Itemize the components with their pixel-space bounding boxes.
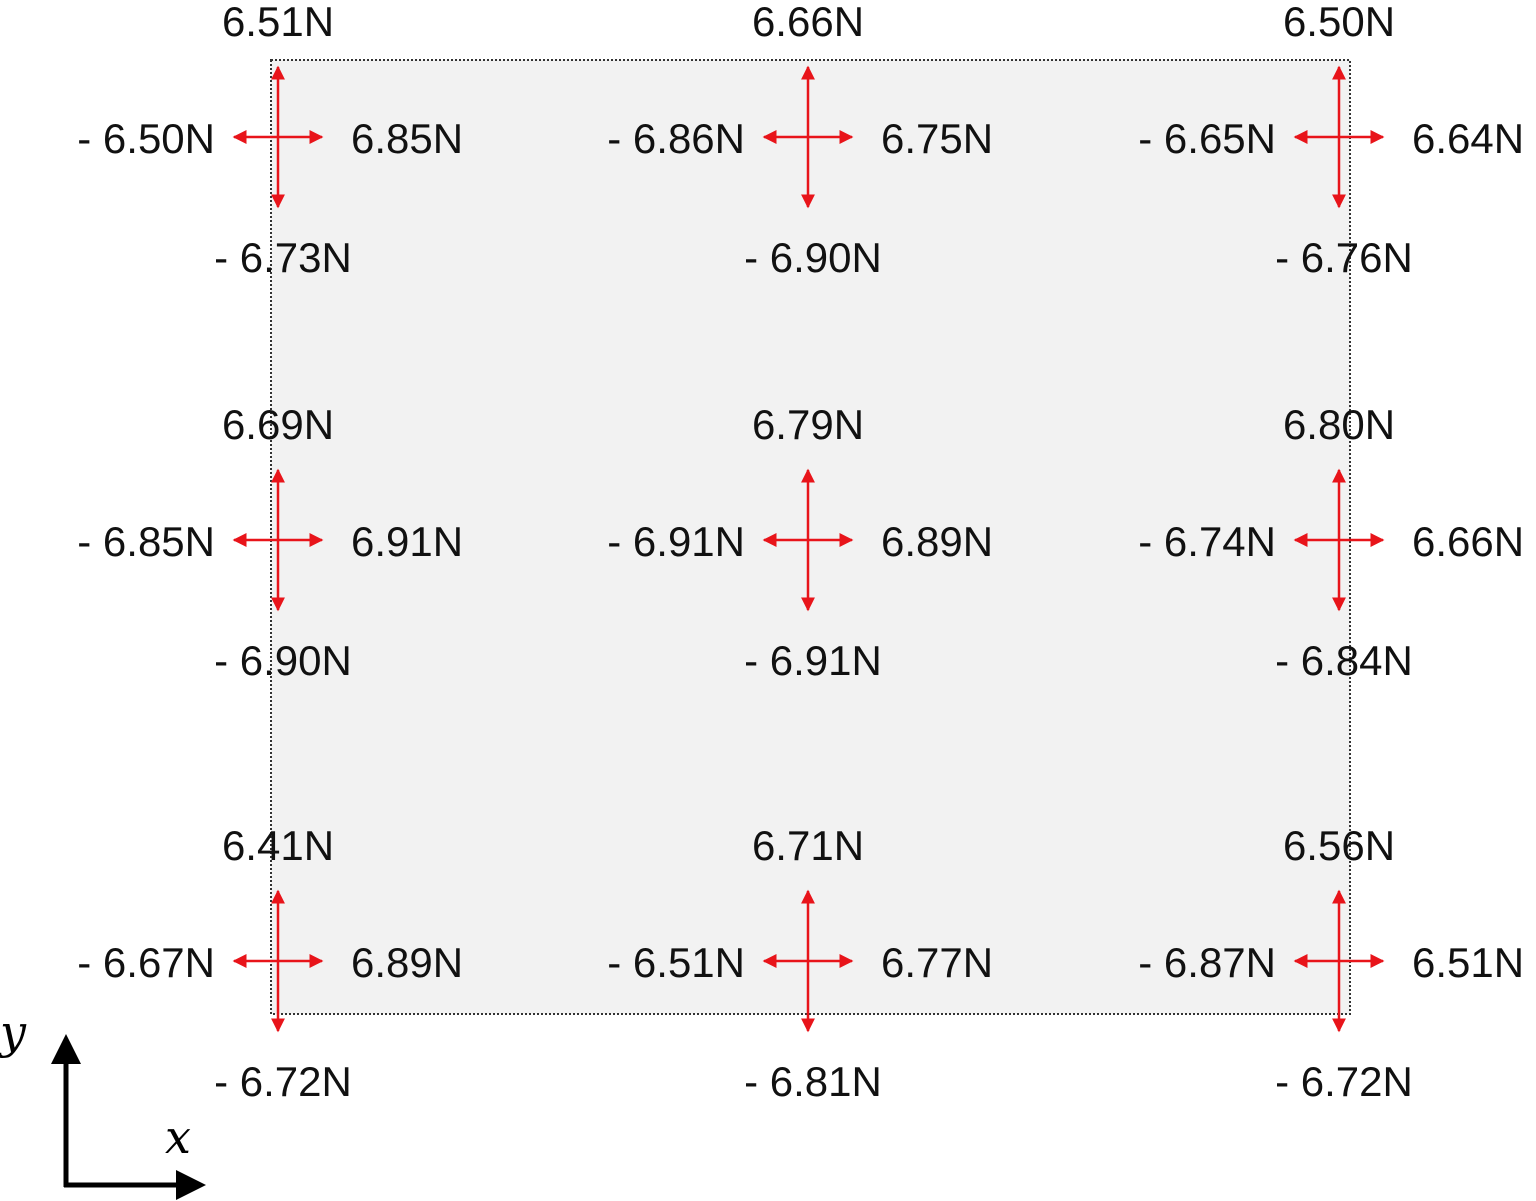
force-nodes: 6.51N - 6.50N 6.85N - 6.73N 6.66N - 6.86N 6.75… — [77, 0, 1524, 1105]
force-label-up: 6.80N — [1283, 401, 1395, 448]
force-label-left: - 6.85N — [77, 518, 215, 565]
force-label-down: - 6.76N — [1275, 234, 1413, 281]
force-label-left: - 6.65N — [1138, 115, 1276, 162]
force-label-right: 6.75N — [881, 115, 993, 162]
force-node: 6.50N - 6.65N 6.64N - 6.76N — [1138, 0, 1524, 281]
force-label-left: - 6.51N — [607, 939, 745, 986]
force-label-up: 6.50N — [1283, 0, 1395, 45]
force-label-right: 6.66N — [1412, 518, 1524, 565]
force-label-left: - 6.74N — [1138, 518, 1276, 565]
force-node: 6.80N - 6.74N 6.66N - 6.84N — [1138, 401, 1524, 684]
force-label-up: 6.69N — [222, 401, 334, 448]
force-node: 6.56N - 6.87N 6.51N - 6.72N — [1138, 822, 1524, 1105]
force-label-down: - 6.91N — [744, 637, 882, 684]
force-label-right: 6.89N — [881, 518, 993, 565]
force-label-down: - 6.90N — [744, 234, 882, 281]
force-label-right: 6.77N — [881, 939, 993, 986]
force-label-up: 6.41N — [222, 822, 334, 869]
force-node: 6.51N - 6.50N 6.85N - 6.73N — [77, 0, 463, 281]
force-label-left: - 6.50N — [77, 115, 215, 162]
y-axis-label: y — [0, 1005, 27, 1059]
force-label-left: - 6.67N — [77, 939, 215, 986]
force-label-down: - 6.81N — [744, 1058, 882, 1105]
axis-indicator: y x — [0, 1005, 206, 1200]
force-label-up: 6.79N — [752, 401, 864, 448]
force-label-right: 6.91N — [351, 518, 463, 565]
force-label-down: - 6.72N — [214, 1058, 352, 1105]
force-label-up: 6.56N — [1283, 822, 1395, 869]
force-label-down: - 6.84N — [1275, 637, 1413, 684]
force-label-right: 6.85N — [351, 115, 463, 162]
force-label-left: - 6.86N — [607, 115, 745, 162]
force-node: 6.71N - 6.51N 6.77N - 6.81N — [607, 822, 993, 1105]
force-label-right: 6.89N — [351, 939, 463, 986]
force-label-down: - 6.72N — [1275, 1058, 1413, 1105]
force-label-left: - 6.91N — [607, 518, 745, 565]
force-label-left: - 6.87N — [1138, 939, 1276, 986]
force-label-up: 6.71N — [752, 822, 864, 869]
force-label-down: - 6.90N — [214, 637, 352, 684]
force-node: 6.79N - 6.91N 6.89N - 6.91N — [607, 401, 993, 684]
force-node: 6.69N - 6.85N 6.91N - 6.90N — [77, 401, 463, 684]
force-node: 6.41N - 6.67N 6.89N - 6.72N — [77, 822, 463, 1105]
force-label-down: - 6.73N — [214, 234, 352, 281]
force-label-up: 6.66N — [752, 0, 864, 45]
force-label-right: 6.51N — [1412, 939, 1524, 986]
force-label-up: 6.51N — [222, 0, 334, 45]
force-label-right: 6.64N — [1412, 115, 1524, 162]
force-node: 6.66N - 6.86N 6.75N - 6.90N — [607, 0, 993, 281]
x-axis-label: x — [165, 1110, 191, 1164]
